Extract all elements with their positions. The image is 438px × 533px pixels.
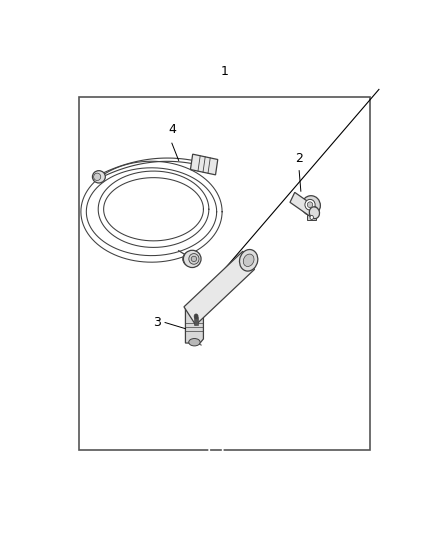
Ellipse shape xyxy=(94,173,101,181)
Polygon shape xyxy=(290,192,317,217)
Ellipse shape xyxy=(92,171,105,183)
Ellipse shape xyxy=(309,207,320,219)
Ellipse shape xyxy=(240,249,258,271)
Polygon shape xyxy=(307,215,316,220)
Text: 3: 3 xyxy=(153,316,160,329)
Circle shape xyxy=(194,314,198,319)
Ellipse shape xyxy=(191,256,197,262)
Ellipse shape xyxy=(189,338,200,346)
Ellipse shape xyxy=(189,254,199,264)
Polygon shape xyxy=(185,307,203,343)
Text: 2: 2 xyxy=(295,151,303,165)
Ellipse shape xyxy=(243,254,254,266)
Polygon shape xyxy=(191,154,218,175)
Ellipse shape xyxy=(184,251,201,268)
Circle shape xyxy=(310,215,314,220)
Text: 4: 4 xyxy=(168,123,176,136)
Ellipse shape xyxy=(305,199,315,210)
Polygon shape xyxy=(194,266,254,325)
Ellipse shape xyxy=(302,196,320,215)
Text: 1: 1 xyxy=(221,66,228,78)
Ellipse shape xyxy=(307,202,313,207)
Polygon shape xyxy=(184,251,254,325)
Bar xyxy=(78,97,371,450)
Bar xyxy=(194,317,198,325)
Ellipse shape xyxy=(183,252,196,266)
